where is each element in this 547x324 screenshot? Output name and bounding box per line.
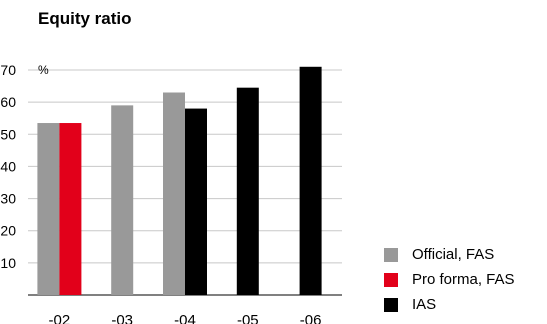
legend-label: IAS [412, 296, 437, 313]
x-tick-label-06: -06 [300, 312, 322, 324]
bar-official-fas-02 [37, 123, 60, 296]
bar-ias-04 [185, 108, 207, 295]
legend-item-official-fas: Official, FAS [384, 242, 515, 267]
chart-title: Equity ratio [38, 9, 132, 28]
y-tick-label-70: 70 [0, 62, 16, 78]
legend-swatch [384, 247, 398, 262]
x-tick-label-05: -05 [237, 312, 259, 324]
legend-swatch [384, 297, 398, 312]
y-tick-label-30: 30 [0, 191, 16, 207]
legend-label: Pro forma, FAS [412, 271, 515, 288]
x-tick-label-04: -04 [174, 312, 196, 324]
legend-item-ias: IAS [384, 292, 515, 317]
bar-official-fas-03 [111, 105, 134, 295]
bar-ias-05 [236, 87, 259, 295]
y-axis-unit-label: % [38, 63, 49, 77]
y-tick-label-50: 50 [0, 126, 16, 142]
bar-pro-forma-fas-02 [59, 123, 82, 296]
legend-label: Official, FAS [412, 246, 495, 263]
legend-item-pro-forma-fas: Pro forma, FAS [384, 267, 515, 292]
legend: Official, FAS Pro forma, FAS IAS [384, 242, 515, 317]
legend-swatch [384, 272, 398, 287]
y-tick-label-60: 60 [0, 94, 16, 110]
y-tick-label-40: 40 [0, 158, 16, 174]
x-tick-label-03: -03 [111, 312, 133, 324]
y-tick-label-20: 20 [0, 223, 16, 239]
bar-ias-06 [299, 66, 322, 296]
y-tick-label-10: 10 [0, 255, 16, 271]
bar-official-fas-04 [163, 92, 185, 295]
x-tick-label-02: -02 [49, 312, 71, 324]
